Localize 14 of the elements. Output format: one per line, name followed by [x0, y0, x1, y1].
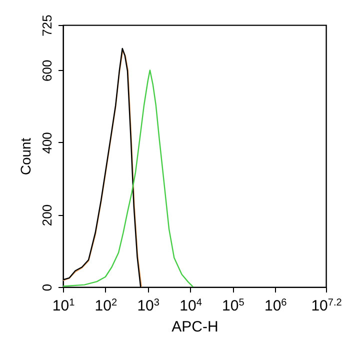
y-tick-label: 600 [40, 60, 54, 82]
y-tick-label: 0 [40, 284, 54, 292]
x-tick-label: 10$^{4}$ [180, 297, 202, 314]
x-tick-label: 10$^{6}$ [264, 297, 288, 314]
y-tick-label: 725 [40, 14, 54, 36]
x-tick-label: 10$^{5}$ [222, 297, 245, 314]
y-axis-title: Count [18, 138, 34, 176]
x-tick-label: 10$^{7.2}$ [311, 297, 342, 314]
x-tick-label: 10$^{2}$ [94, 297, 118, 314]
x-tick-label: 10$^{3}$ [137, 297, 160, 314]
x-axis-title: APC-H [172, 318, 218, 336]
y-tick-label: 400 [40, 132, 54, 154]
x-tick-label: 10$^{1}$ [52, 297, 76, 314]
y-tick-label: 200 [40, 204, 54, 226]
